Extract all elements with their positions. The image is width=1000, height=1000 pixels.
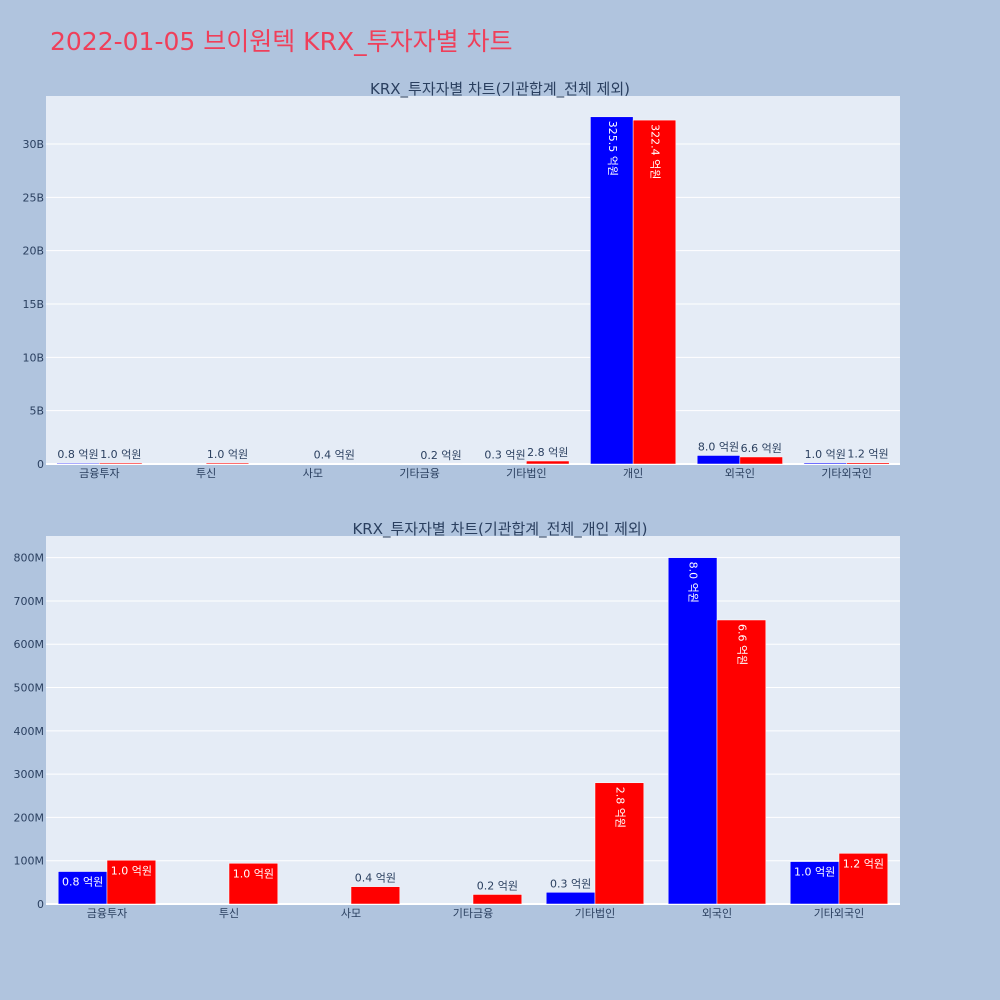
- y-tick-label: 100M: [14, 855, 45, 868]
- bar: [632, 119, 677, 465]
- y-tick-label: 400M: [14, 725, 45, 738]
- bar: [56, 462, 100, 465]
- data-label: 8.0 억원: [687, 562, 700, 603]
- x-tick-label: 기타금융: [453, 907, 493, 920]
- y-tick-label: 20B: [22, 245, 44, 258]
- y-tick-label: 0: [37, 458, 44, 471]
- bar: [716, 619, 767, 905]
- plot-area: [46, 536, 900, 904]
- chart-title: KRX_투자자별 차트(기관합계_전체_개인 제외): [352, 520, 647, 539]
- data-label: 1.0 억원: [111, 864, 152, 877]
- data-label: 1.2 억원: [843, 857, 884, 870]
- chart-bottom: KRX_투자자별 차트(기관합계_전체_개인 제외) 0 100M 200M 300M 4…: [14, 520, 900, 920]
- x-tick-label: 사모: [303, 467, 323, 480]
- bar: [228, 863, 279, 905]
- data-label: 6.6 억원: [741, 442, 782, 455]
- bar: [545, 892, 596, 905]
- bar: [472, 894, 523, 905]
- data-label: 1.2 억원: [847, 448, 888, 461]
- data-label: 0.4 억원: [355, 872, 396, 885]
- x-tick-label: 기타외국인: [814, 907, 865, 920]
- data-label: 0.2 억원: [477, 879, 518, 892]
- data-label: 322.4 억원: [648, 124, 661, 179]
- bar: [789, 861, 840, 905]
- data-label: 0.3 억원: [550, 877, 591, 890]
- x-tick-label: 금융투자: [87, 907, 127, 920]
- y-tick-label: 15B: [22, 298, 44, 311]
- data-label: 1.0 억원: [233, 867, 274, 880]
- y-tick-label: 0: [37, 898, 44, 911]
- data-label: 325.5 억원: [606, 121, 619, 176]
- chart-top: KRX_투자자별 차트(기관합계_전체 제외) 0 5B 10B 15B 20B 25B 30…: [22, 80, 900, 480]
- data-label: 8.0 억원: [698, 440, 739, 453]
- x-tick-label: 금융투자: [79, 467, 119, 480]
- bar: [696, 455, 741, 465]
- y-tick-label: 600M: [14, 638, 45, 651]
- y-tick-label: 700M: [14, 595, 45, 608]
- data-label: 1.0 억원: [207, 448, 248, 461]
- bar: [526, 460, 570, 465]
- bar: [99, 462, 143, 465]
- y-tick-label: 25B: [22, 191, 44, 204]
- y-tick-label: 30B: [22, 138, 44, 151]
- data-label: 0.4 억원: [314, 449, 355, 462]
- bar: [739, 456, 783, 465]
- x-tick-label: 기타법인: [575, 907, 615, 920]
- data-label: 1.0 억원: [100, 448, 141, 461]
- x-tick-label: 기타법인: [506, 467, 546, 480]
- y-tick-label: 300M: [14, 768, 45, 781]
- bar: [667, 557, 718, 905]
- bar: [590, 116, 634, 465]
- y-tick-label: 200M: [14, 811, 45, 824]
- y-tick-label: 500M: [14, 682, 45, 695]
- y-tick-label: 800M: [14, 552, 45, 565]
- bar: [57, 871, 108, 905]
- data-label: 6.6 억원: [735, 624, 748, 665]
- bar: [106, 860, 157, 905]
- x-tick-label: 기타금융: [399, 467, 439, 480]
- x-tick-label: 사모: [341, 907, 361, 920]
- bar: [350, 886, 401, 905]
- bar: [838, 853, 889, 905]
- x-tick-label: 외국인: [725, 467, 755, 480]
- data-label: 0.3 억원: [484, 449, 525, 462]
- x-tick-label: 외국인: [702, 907, 732, 920]
- plot-area: [46, 96, 900, 464]
- x-tick-label: 투신: [219, 907, 239, 920]
- data-label: 0.2 억원: [420, 449, 461, 462]
- x-tick-label: 기타외국인: [821, 467, 872, 480]
- bar: [803, 462, 847, 465]
- data-label: 1.0 억원: [794, 866, 835, 879]
- y-tick-label: 5B: [29, 405, 44, 418]
- data-label: 0.8 억원: [62, 876, 103, 889]
- x-tick-label: 개인: [623, 467, 643, 480]
- bar: [594, 782, 645, 905]
- data-label: 2.8 억원: [527, 446, 568, 459]
- data-label: 1.0 억원: [805, 448, 846, 461]
- x-tick-label: 투신: [196, 467, 216, 480]
- chart-title: KRX_투자자별 차트(기관합계_전체 제외): [370, 80, 630, 99]
- data-label: 0.8 억원: [57, 448, 98, 461]
- page-title: 2022-01-05 브이원텍 KRX_투자자별 차트: [50, 27, 513, 56]
- data-label: 2.8 억원: [613, 787, 626, 828]
- bar: [205, 462, 250, 465]
- y-tick-label: 10B: [22, 351, 44, 364]
- bar: [846, 462, 890, 465]
